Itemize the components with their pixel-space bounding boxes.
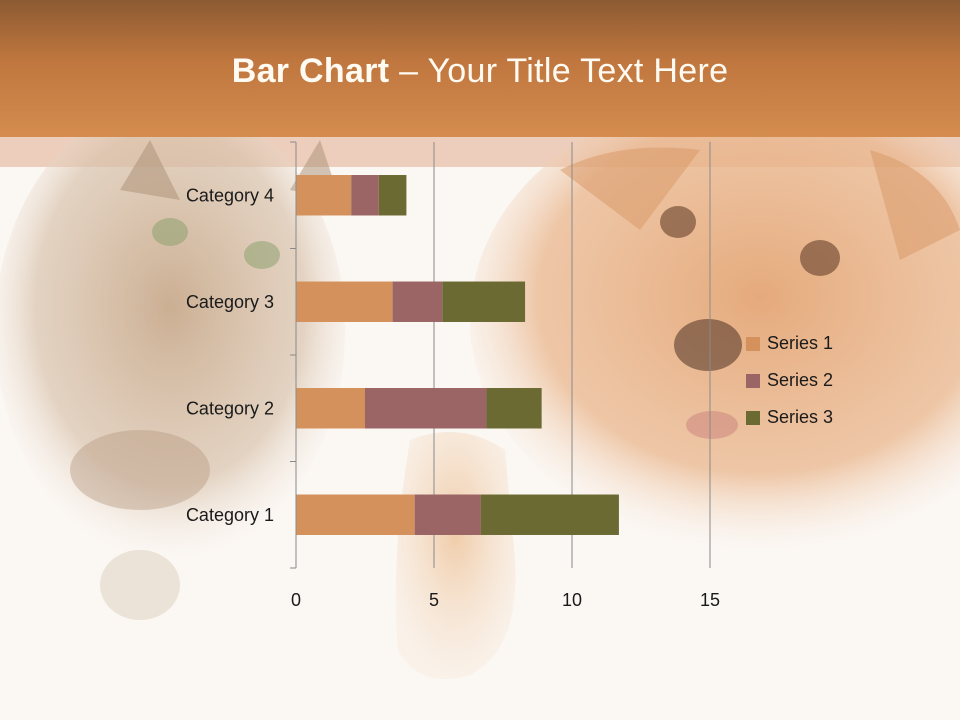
title-bold: Bar Chart — [231, 52, 390, 90]
legend-label: Series 1 — [767, 333, 834, 353]
category-label: Category 2 — [186, 398, 274, 418]
legend-label: Series 3 — [767, 407, 834, 427]
bar-segment — [414, 494, 481, 535]
legend-item: Series 3 — [746, 399, 833, 436]
legend-item: Series 1 — [746, 325, 833, 362]
bar-segment — [392, 281, 443, 322]
legend-item: Series 2 — [746, 362, 833, 399]
slide-title: Bar Chart – Your Title Text Here — [0, 52, 960, 91]
bar-segment — [296, 281, 393, 322]
slide-header — [0, 0, 960, 137]
bar-segment — [480, 494, 619, 535]
title-rest: – Your Title Text Here — [389, 52, 729, 90]
bar-segment — [296, 175, 352, 216]
bar-segment — [486, 388, 542, 429]
chart-bars — [296, 175, 619, 535]
legend-swatch — [746, 410, 760, 425]
chart-axes — [290, 141, 297, 569]
x-tick-label: 10 — [562, 590, 582, 610]
bar-segment — [378, 175, 407, 216]
category-label: Category 3 — [186, 292, 274, 312]
bar-segment — [296, 494, 415, 535]
bar-segment — [442, 281, 526, 322]
x-tick-label: 0 — [291, 590, 301, 610]
x-tick-label: 5 — [429, 590, 439, 610]
bar-segment — [296, 388, 365, 429]
legend-swatch — [746, 373, 760, 388]
chart-labels: 0 5 10 15 Category 1 Category 2 Category 3 Cate… — [186, 185, 720, 610]
bar-segment — [351, 175, 379, 216]
category-label: Category 1 — [186, 505, 274, 525]
category-label: Category 4 — [186, 185, 274, 205]
legend-swatch — [746, 336, 760, 351]
bar-segment — [365, 388, 487, 429]
cat-and-dog-photo — [0, 137, 960, 680]
x-tick-label: 15 — [700, 590, 720, 610]
chart-legend: Series 1 Series 2 Series 3 — [746, 325, 833, 436]
legend-label: Series 2 — [767, 370, 834, 390]
